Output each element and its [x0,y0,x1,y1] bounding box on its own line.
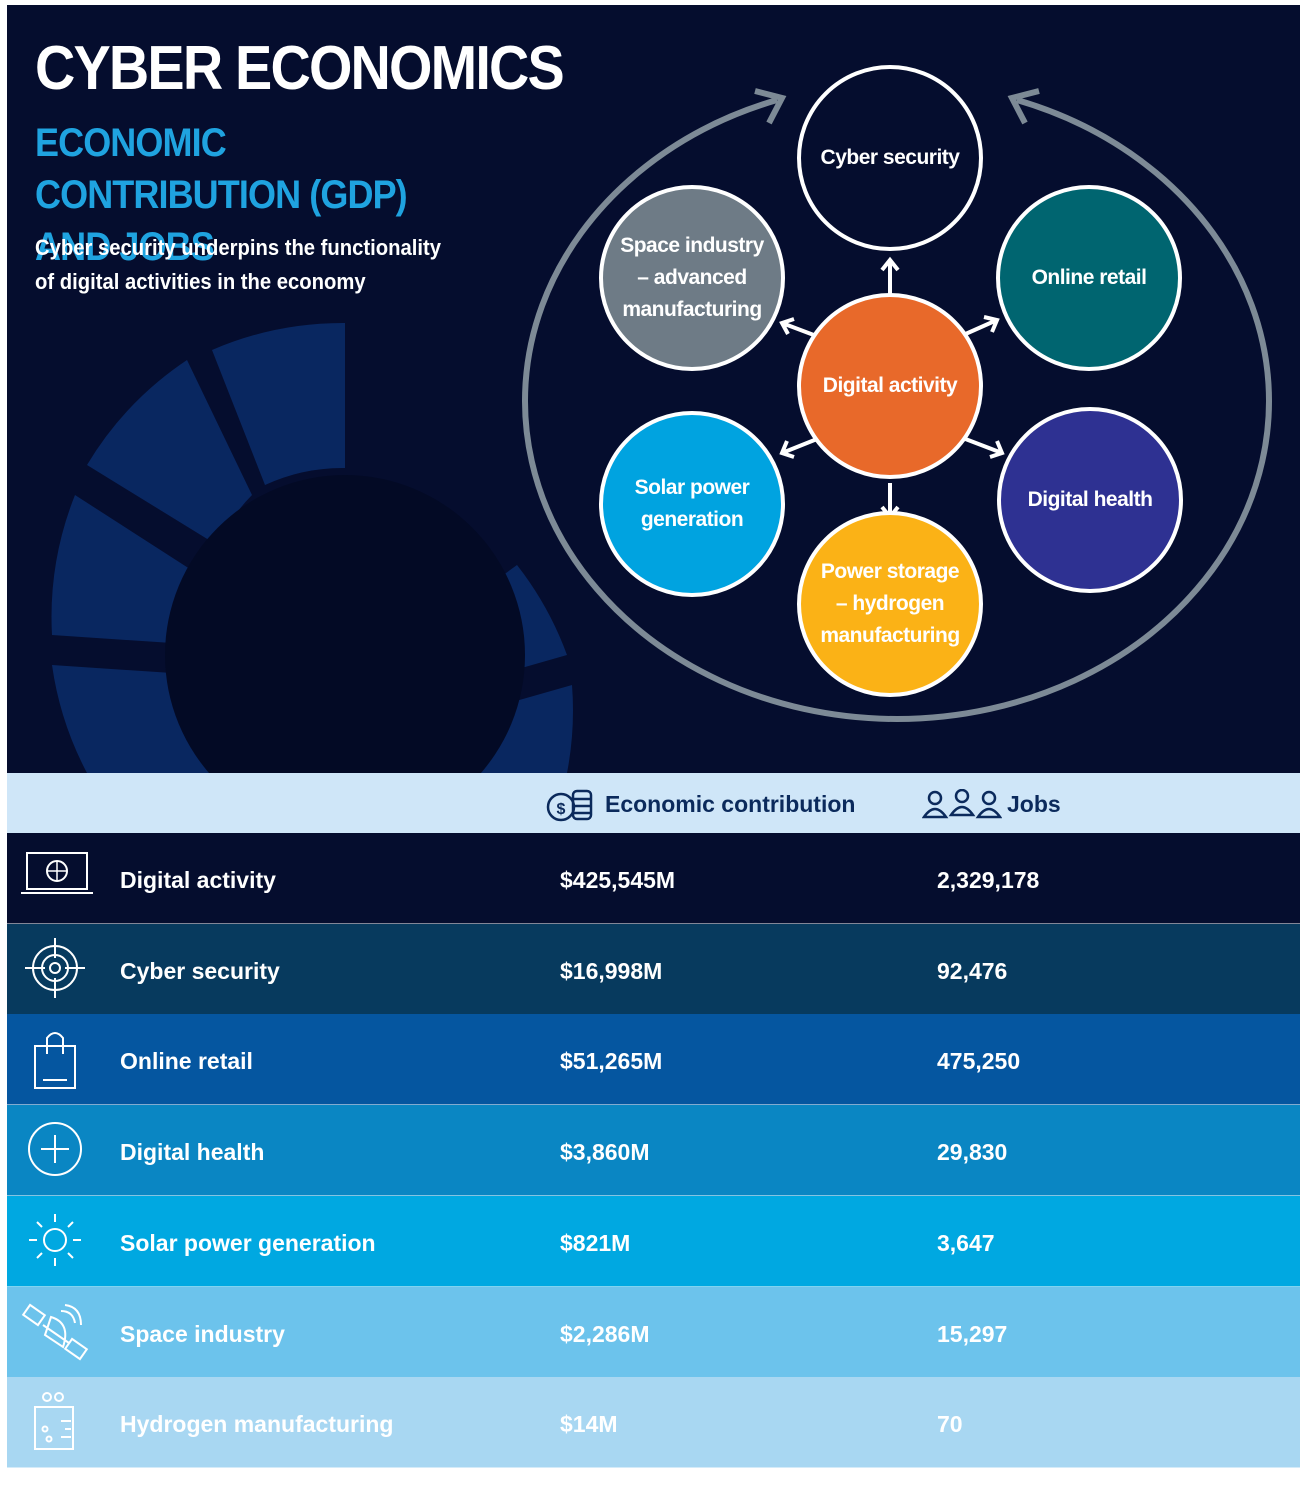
table-row: Cyber security $16,998M 92,476 [7,924,1300,1015]
jobs: 475,250 [937,1048,1020,1075]
hero: CYBER ECONOMICS ECONOMIC CONTRIBUTION (G… [7,5,1300,773]
column-header: Economic contribution [605,791,855,818]
contribution: $3,860M [560,1139,650,1166]
node: Cyber security [797,65,983,251]
node: Space industry – advanced manufacturing [599,185,785,371]
people-icon [922,789,1002,819]
row-icon [21,847,93,909]
row-icon [21,1301,93,1363]
row-label: Digital health [120,1139,264,1166]
jobs: 2,329,178 [937,867,1039,894]
table-row: Space industry $2,286M 15,297 [7,1287,1300,1378]
table-header: $ Economic contribution Jobs [7,773,1300,833]
jobs: 92,476 [937,958,1007,985]
node: Solar power generation [599,411,785,597]
svg-text:$: $ [557,801,566,818]
node: Online retail [996,185,1182,371]
page: CYBER ECONOMICS ECONOMIC CONTRIBUTION (G… [0,0,1300,1488]
node: Power storage – hydrogen manufacturing [797,511,983,697]
row-label: Cyber security [120,958,280,985]
table-row: Online retail $51,265M 475,250 [7,1014,1300,1105]
row-label: Space industry [120,1321,285,1348]
contribution: $821M [560,1230,630,1257]
jobs: 70 [937,1411,963,1438]
row-icon [21,1119,93,1181]
jobs: 29,830 [937,1139,1007,1166]
node: Digital health [997,407,1183,593]
table-row: Digital health $3,860M 29,830 [7,1105,1300,1196]
contribution: $51,265M [560,1048,662,1075]
contribution: $14M [560,1411,618,1438]
row-label: Hydrogen manufacturing [120,1411,393,1438]
row-icon [21,938,93,1000]
row-icon [21,1391,93,1453]
column-header: Jobs [1007,791,1061,818]
table-row: Solar power generation $821M 3,647 [7,1196,1300,1287]
row-icon [21,1210,93,1272]
description: Cyber security underpins the functionali… [35,231,458,299]
title: CYBER ECONOMICS [35,33,563,104]
contribution: $16,998M [560,958,662,985]
jobs: 15,297 [937,1321,1007,1348]
jobs: 3,647 [937,1230,995,1257]
table-row: Hydrogen manufacturing $14M 70 [7,1377,1300,1468]
contribution: $2,286M [560,1321,650,1348]
row-label: Solar power generation [120,1230,376,1257]
row-label: Online retail [120,1048,253,1075]
row-label: Digital activity [120,867,276,894]
coin-icon: $ [545,787,595,823]
table-row: Digital activity $425,545M 2,329,178 [7,833,1300,924]
row-icon [21,1028,93,1090]
center-node: Digital activity [797,293,983,479]
contribution: $425,545M [560,867,675,894]
